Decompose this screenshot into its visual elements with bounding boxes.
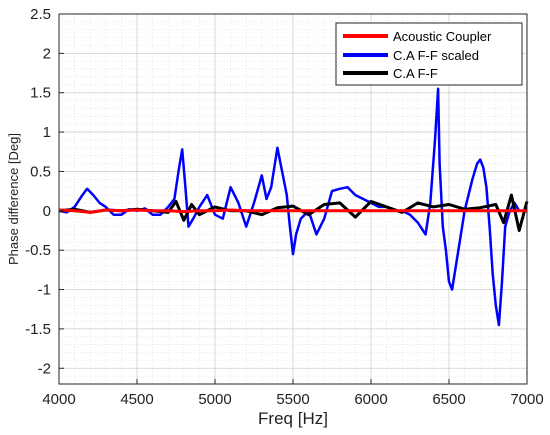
x-tick-label: 5500 bbox=[276, 391, 309, 408]
x-tick-label: 7000 bbox=[510, 391, 543, 408]
y-tick-label: 0.5 bbox=[30, 163, 51, 180]
x-axis-ticks: 4000 4500 5000 5500 6000 6500 7000 bbox=[42, 379, 544, 408]
x-axis-label: Freq [Hz] bbox=[258, 409, 328, 428]
y-tick-label: 2.5 bbox=[30, 6, 51, 23]
y-tick-label: -0.5 bbox=[25, 242, 51, 259]
y-tick-label: 1.5 bbox=[30, 85, 51, 102]
y-tick-label: -1.5 bbox=[25, 321, 51, 338]
y-tick-label: 1 bbox=[43, 124, 51, 141]
y-tick-label: 2 bbox=[43, 45, 51, 62]
x-tick-label: 6000 bbox=[354, 391, 387, 408]
y-tick-label: -1 bbox=[38, 282, 51, 299]
legend-label-ca-ff-scaled: C.A F-F scaled bbox=[393, 48, 479, 63]
legend-label-acoustic-coupler: Acoustic Coupler bbox=[393, 29, 492, 44]
y-axis-ticks: -2 -1.5 -1 -0.5 0 0.5 1 1.5 2 2.5 bbox=[25, 6, 64, 377]
series-layer bbox=[58, 87, 529, 327]
x-tick-label: 6500 bbox=[432, 391, 465, 408]
x-tick-label: 4000 bbox=[42, 391, 75, 408]
y-tick-label: 0 bbox=[43, 203, 51, 220]
x-tick-label: 4500 bbox=[120, 391, 153, 408]
series-acoustic-coupler-line bbox=[58, 208, 527, 214]
x-tick-label: 5000 bbox=[198, 391, 231, 408]
y-axis-label: Phase difference [Deg] bbox=[6, 133, 21, 265]
legend-label-ca-ff: C.A F-F bbox=[393, 66, 438, 81]
legend: Acoustic Coupler C.A F-F scaled C.A F-F bbox=[335, 22, 523, 86]
y-tick-label: -2 bbox=[38, 360, 51, 377]
